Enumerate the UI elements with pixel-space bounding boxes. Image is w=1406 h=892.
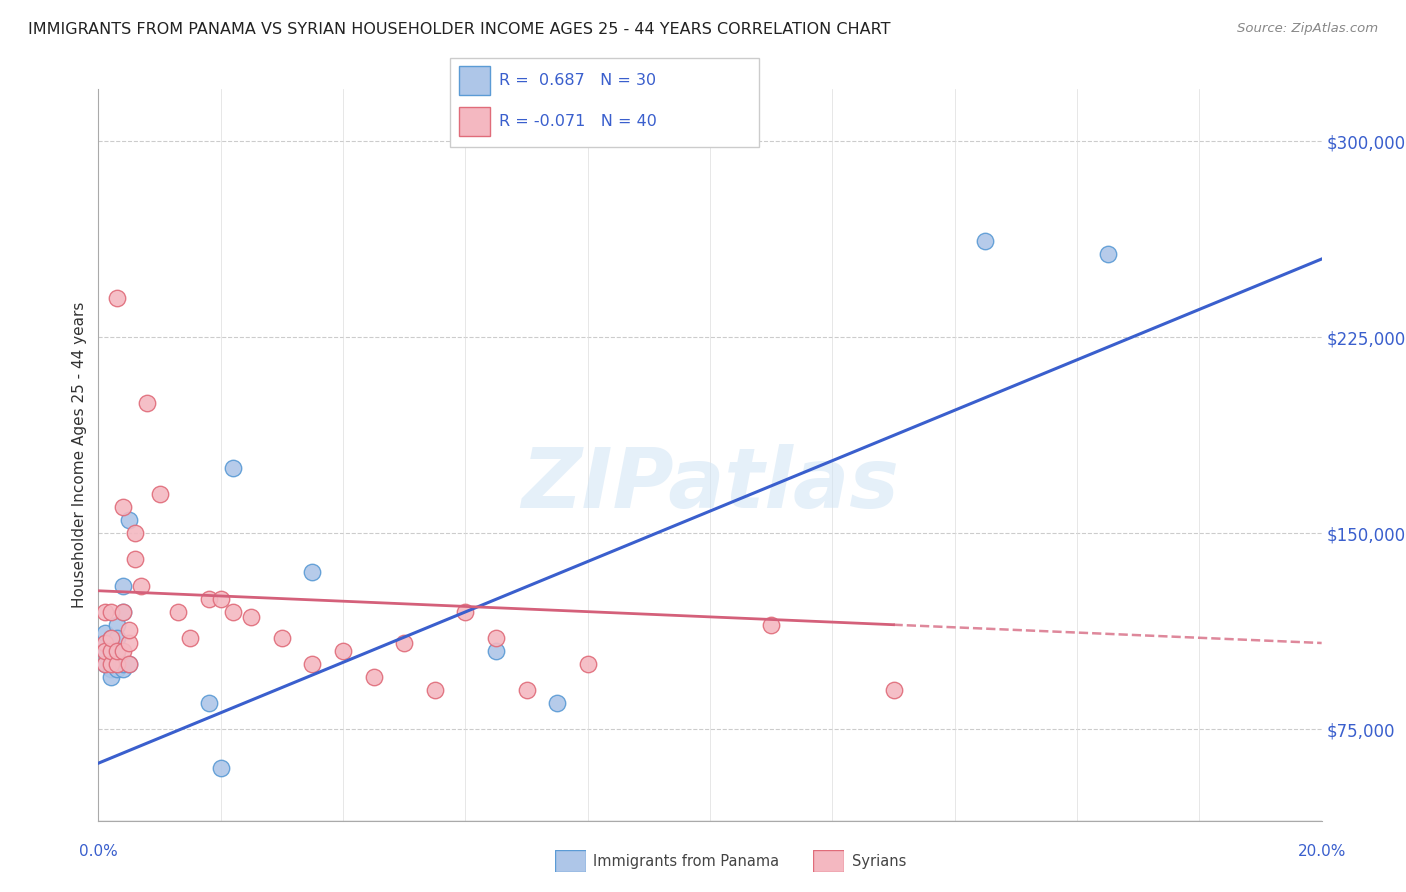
Point	[118, 657, 141, 671]
Point	[883, 683, 905, 698]
Text: Syrians: Syrians	[852, 855, 907, 869]
Point	[105, 662, 128, 676]
FancyBboxPatch shape	[460, 107, 491, 136]
Point	[93, 625, 115, 640]
Point	[118, 513, 141, 527]
Point	[100, 605, 122, 619]
FancyBboxPatch shape	[555, 850, 586, 872]
Point	[100, 631, 122, 645]
Point	[93, 605, 115, 619]
Point	[105, 291, 128, 305]
Point	[105, 657, 128, 671]
Point	[209, 591, 232, 606]
Text: 20.0%: 20.0%	[1298, 845, 1346, 859]
Point	[100, 670, 122, 684]
Point	[118, 623, 141, 637]
Point	[100, 644, 122, 658]
FancyBboxPatch shape	[460, 66, 491, 95]
FancyBboxPatch shape	[450, 58, 759, 147]
Point	[222, 605, 245, 619]
Text: Immigrants from Panama: Immigrants from Panama	[593, 855, 779, 869]
Point	[93, 657, 115, 671]
Point	[118, 657, 141, 671]
Point	[111, 500, 134, 515]
Point	[105, 644, 128, 658]
Point	[209, 761, 232, 775]
FancyBboxPatch shape	[813, 850, 844, 872]
Point	[301, 657, 323, 671]
Point	[111, 657, 134, 671]
Point	[124, 526, 146, 541]
Point	[222, 461, 245, 475]
Point	[93, 636, 115, 650]
Point	[111, 644, 134, 658]
Point	[136, 395, 159, 409]
Point	[124, 552, 146, 566]
Text: R =  0.687   N = 30: R = 0.687 N = 30	[499, 73, 657, 88]
Point	[111, 662, 134, 676]
Point	[100, 657, 122, 671]
Point	[93, 657, 115, 671]
Point	[100, 662, 122, 676]
Point	[197, 591, 219, 606]
Text: Source: ZipAtlas.com: Source: ZipAtlas.com	[1237, 22, 1378, 36]
Point	[100, 636, 122, 650]
Point	[270, 631, 292, 645]
Point	[105, 617, 128, 632]
Point	[1097, 247, 1119, 261]
Point	[167, 605, 190, 619]
Point	[129, 578, 152, 592]
Point	[363, 670, 385, 684]
Point	[100, 631, 122, 645]
Point	[111, 605, 134, 619]
Point	[105, 631, 128, 645]
Point	[111, 605, 134, 619]
Point	[105, 644, 128, 658]
Point	[485, 644, 508, 658]
Point	[485, 631, 508, 645]
Point	[93, 644, 115, 658]
Point	[423, 683, 446, 698]
Point	[240, 610, 263, 624]
Point	[100, 657, 122, 671]
Point	[105, 657, 128, 671]
Text: IMMIGRANTS FROM PANAMA VS SYRIAN HOUSEHOLDER INCOME AGES 25 - 44 YEARS CORRELATI: IMMIGRANTS FROM PANAMA VS SYRIAN HOUSEHO…	[28, 22, 890, 37]
Point	[454, 605, 477, 619]
Point	[100, 644, 122, 658]
Point	[93, 644, 115, 658]
Point	[111, 578, 134, 592]
Point	[576, 657, 599, 671]
Point	[93, 636, 115, 650]
Point	[546, 696, 568, 710]
Point	[332, 644, 354, 658]
Text: 0.0%: 0.0%	[79, 845, 118, 859]
Point	[149, 487, 172, 501]
Point	[759, 617, 782, 632]
Text: ZIPatlas: ZIPatlas	[522, 443, 898, 524]
Point	[301, 566, 323, 580]
Text: R = -0.071   N = 40: R = -0.071 N = 40	[499, 114, 657, 129]
Y-axis label: Householder Income Ages 25 - 44 years: Householder Income Ages 25 - 44 years	[72, 301, 87, 608]
Point	[118, 636, 141, 650]
Point	[974, 234, 997, 248]
Point	[197, 696, 219, 710]
Point	[105, 657, 128, 671]
Point	[179, 631, 201, 645]
Point	[392, 636, 416, 650]
Point	[516, 683, 538, 698]
